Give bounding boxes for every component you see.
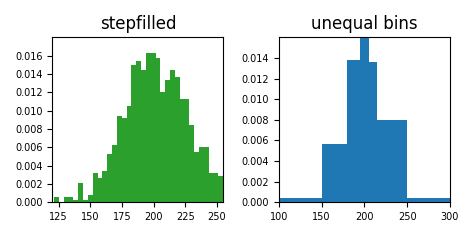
Bar <box>369 62 377 202</box>
Bar <box>377 120 407 202</box>
Bar <box>407 198 450 202</box>
Title: stepfilled: stepfilled <box>100 15 176 33</box>
Polygon shape <box>39 53 282 202</box>
Bar <box>321 145 347 202</box>
Bar <box>279 198 321 202</box>
Bar <box>360 30 369 202</box>
Bar <box>347 60 360 202</box>
Title: unequal bins: unequal bins <box>311 15 418 33</box>
